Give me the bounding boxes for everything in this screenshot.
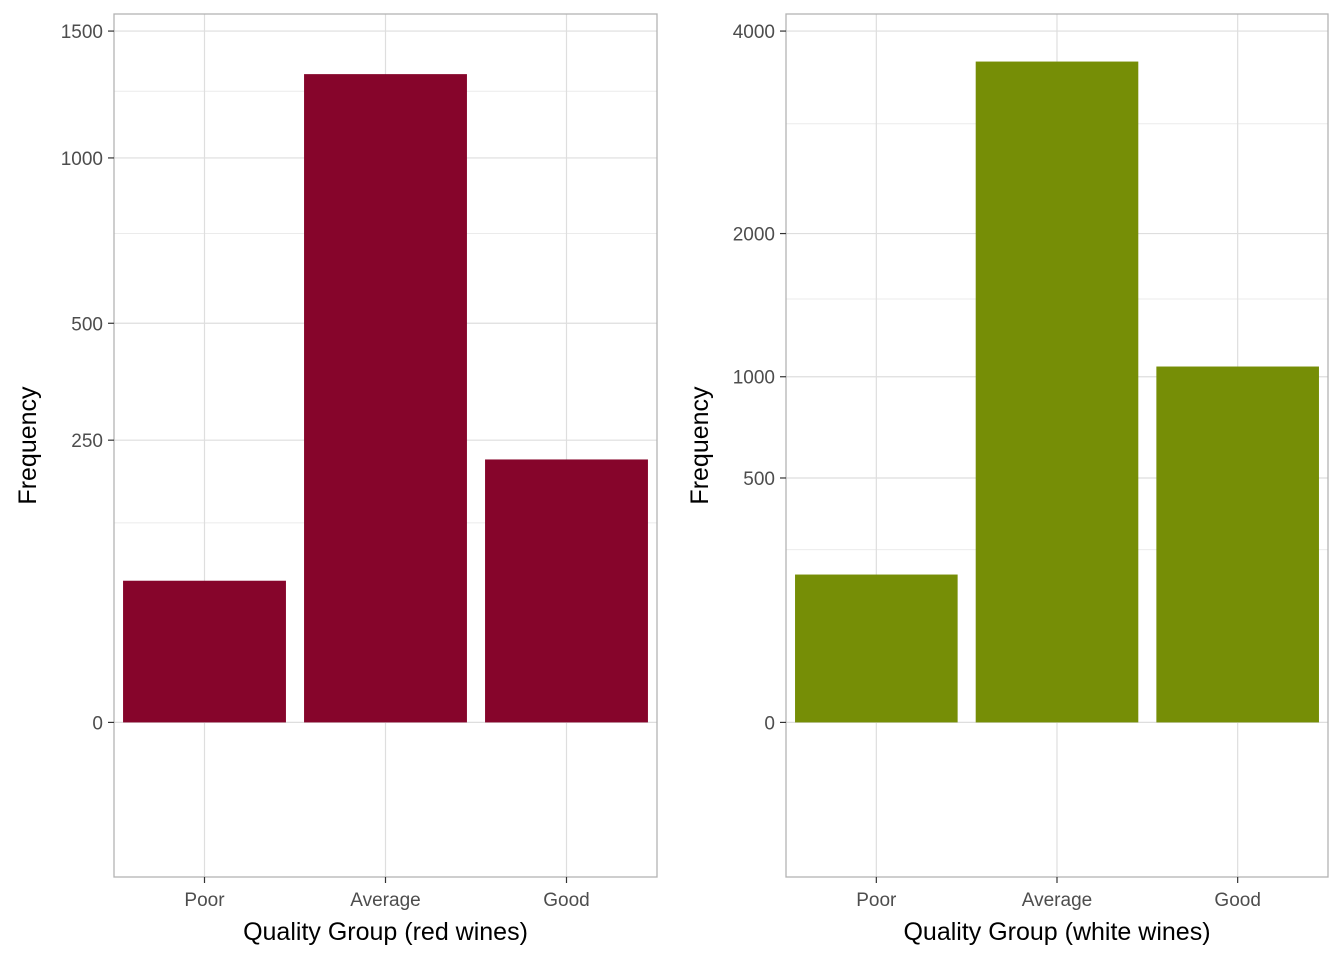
y-axis-title: Frequency <box>14 386 42 505</box>
chart-panel-1: 0 250 500 1000 1500 Poor Average Good Quality Gr… <box>14 13 658 946</box>
x-tick-label: Good <box>1214 890 1260 911</box>
y-tick-label: 0 <box>92 713 103 734</box>
y-tick-label: 0 <box>764 713 775 734</box>
y-tick-label: 1000 <box>733 368 775 389</box>
bar-poor <box>123 580 286 723</box>
x-axis-title: Quality Group (red wines) <box>243 918 528 946</box>
x-tick-label: Poor <box>184 890 225 911</box>
bar-good <box>485 459 648 723</box>
y-axis-title: Frequency <box>686 386 714 505</box>
x-tick-label: Average <box>1022 890 1092 911</box>
bar-good <box>1156 366 1319 723</box>
bar-average <box>975 61 1139 723</box>
bar-poor <box>795 574 958 723</box>
y-tick-label: 4000 <box>733 22 775 43</box>
x-tick-label: Good <box>543 890 589 911</box>
y-tick-label: 2000 <box>733 225 775 246</box>
y-tick-label: 250 <box>71 431 103 452</box>
y-tick-label: 1500 <box>61 22 103 43</box>
y-tick-label: 500 <box>743 469 775 490</box>
y-tick-label: 500 <box>71 314 103 335</box>
bar-average <box>304 74 467 723</box>
x-tick-label: Average <box>350 890 420 911</box>
x-tick-label: Poor <box>856 890 897 911</box>
x-axis-title: Quality Group (white wines) <box>903 918 1210 946</box>
y-tick-label: 1000 <box>61 149 103 170</box>
